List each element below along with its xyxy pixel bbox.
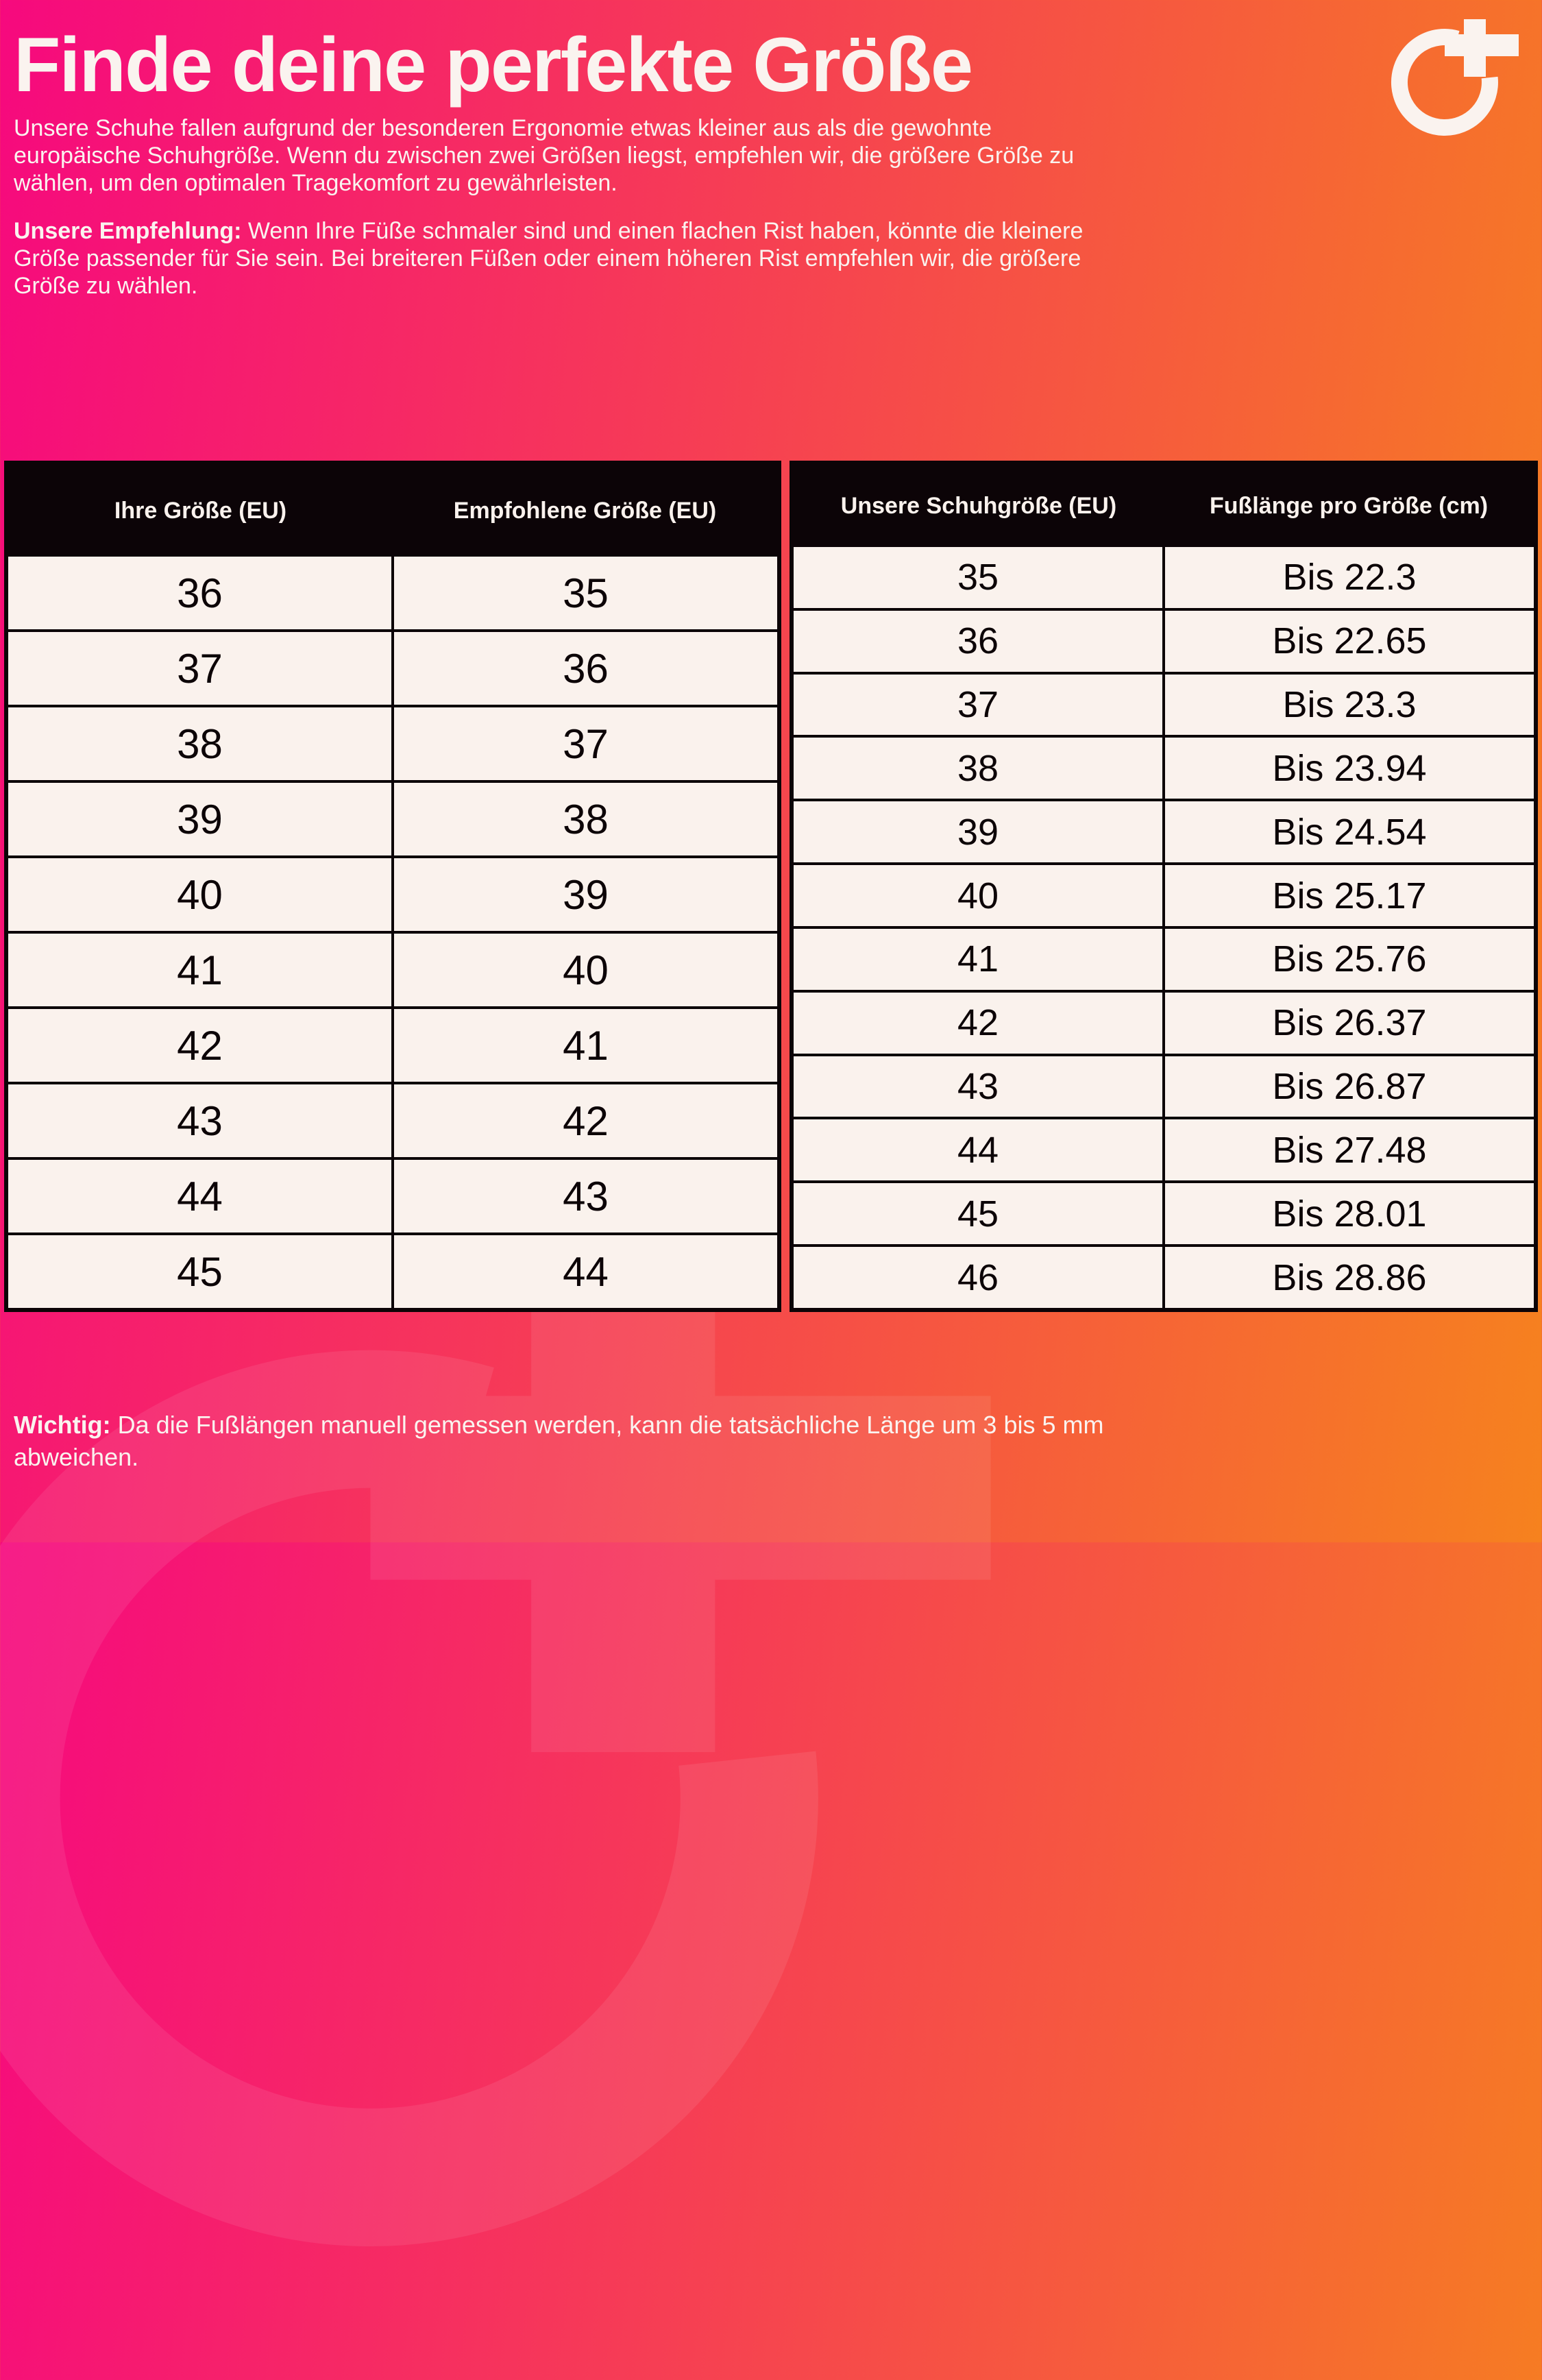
table-row: 42 41 — [8, 1006, 777, 1082]
table-cell: Bis 25.17 — [1162, 865, 1534, 926]
size-conversion-table: Ihre Größe (EU) Empfohlene Größe (EU) 36 35… — [4, 461, 781, 1312]
intro-paragraph: Unsere Schuhe fallen aufgrund der besond… — [14, 115, 1075, 196]
table-cell: 43 — [177, 1097, 223, 1144]
table-cell: Bis 25.76 — [1162, 928, 1534, 990]
table-row: 40 Bis 25.17 — [794, 862, 1534, 926]
table-row: 40 39 — [8, 855, 777, 931]
table-row: 39 Bis 24.54 — [794, 799, 1534, 863]
table-cell: 38 — [391, 783, 777, 855]
table-cell: 41 — [957, 938, 999, 980]
table-cell: 40 — [391, 934, 777, 1006]
table-cell: 42 — [177, 1022, 223, 1069]
table-row: 37 Bis 23.3 — [794, 671, 1534, 736]
table-cell: Bis 27.48 — [1162, 1119, 1534, 1181]
foot-length-table: Unsere Schuhgröße (EU) Fußlänge pro Größe… — [790, 461, 1538, 1312]
table-row: 38 37 — [8, 705, 777, 780]
table-row: 46 Bis 28.86 — [794, 1244, 1534, 1308]
table-cell: 43 — [957, 1066, 999, 1108]
table-row: 45 Bis 28.01 — [794, 1180, 1534, 1245]
footer-note: Wichtig: Da die Fußlängen manuell gemess… — [14, 1409, 1179, 1474]
table-row: 37 36 — [8, 629, 777, 705]
column-header: Fußlänge pro Größe (cm) — [1209, 492, 1489, 519]
table-row: 38 Bis 23.94 — [794, 735, 1534, 799]
table-row: 41 Bis 25.76 — [794, 925, 1534, 990]
table-cell: 39 — [391, 858, 777, 931]
table-cell: 39 — [177, 796, 223, 842]
table-cell: Bis 26.37 — [1162, 992, 1534, 1054]
table-cell: 35 — [957, 557, 999, 598]
table-cell: 41 — [391, 1009, 777, 1082]
table-row: 39 38 — [8, 780, 777, 855]
table-cell: Bis 28.86 — [1162, 1247, 1534, 1308]
table-body: 35 Bis 22.3 36 Bis 22.65 37 Bis 23.3 38 Bis 23.… — [794, 547, 1534, 1308]
table-cell: Bis 22.3 — [1162, 547, 1534, 608]
recommendation-paragraph: Unsere Empfehlung: Wenn Ihre Füße schmal… — [14, 218, 1090, 300]
table-cell: 41 — [177, 947, 223, 993]
table-cell: Bis 28.01 — [1162, 1183, 1534, 1245]
page-title: Finde deine perfekte Größe — [14, 22, 973, 108]
table-row: 41 40 — [8, 931, 777, 1006]
recommendation-text: Wenn Ihre Füße schmaler sind und einen f… — [14, 218, 1084, 299]
table-cell: 44 — [177, 1173, 223, 1219]
table-row: 45 44 — [8, 1232, 777, 1308]
table-row: 43 42 — [8, 1082, 777, 1157]
table-row: 43 Bis 26.87 — [794, 1053, 1534, 1117]
table-cell: 42 — [957, 1002, 999, 1044]
column-header: Ihre Größe (EU) — [114, 497, 287, 524]
table-cell: 37 — [391, 707, 777, 780]
table-body: 36 35 37 36 38 37 39 38 40 39 41 40 42 41 43 42 44 43 45 44 — [8, 557, 777, 1308]
table-row: 44 Bis 27.48 — [794, 1117, 1534, 1181]
table-cell: 44 — [391, 1235, 777, 1308]
footer-note-text: Da die Fußlängen manuell gemessen werden… — [14, 1411, 1104, 1471]
table-header-row: Ihre Größe (EU) Empfohlene Größe (EU) — [8, 465, 777, 557]
table-cell: 36 — [177, 570, 223, 616]
table-cell: Bis 22.65 — [1162, 610, 1534, 672]
table-cell: 36 — [957, 620, 999, 662]
table-cell: 38 — [957, 747, 999, 789]
column-header: Unsere Schuhgröße (EU) — [840, 492, 1117, 519]
table-cell: 42 — [391, 1084, 777, 1157]
table-cell: Bis 23.94 — [1162, 738, 1534, 799]
recommendation-label: Unsere Empfehlung: — [14, 218, 242, 244]
column-header: Empfohlene Größe (EU) — [453, 497, 717, 524]
table-cell: 40 — [177, 871, 223, 918]
table-cell: 38 — [177, 720, 223, 767]
table-cell: Bis 23.3 — [1162, 674, 1534, 736]
table-cell: 43 — [391, 1160, 777, 1232]
table-cell: 37 — [957, 684, 999, 726]
table-cell: 40 — [957, 875, 999, 916]
table-row: 36 Bis 22.65 — [794, 607, 1534, 672]
table-cell: 37 — [177, 645, 223, 692]
table-cell: 35 — [391, 557, 777, 629]
table-cell: 46 — [957, 1256, 999, 1298]
o-plus-logo-icon — [1391, 19, 1519, 136]
footer-note-label: Wichtig: — [14, 1411, 111, 1439]
table-row: 35 Bis 22.3 — [794, 547, 1534, 608]
table-cell: Bis 24.54 — [1162, 801, 1534, 863]
size-tables: Ihre Größe (EU) Empfohlene Größe (EU) 36 35… — [4, 461, 1538, 1312]
table-cell: Bis 26.87 — [1162, 1056, 1534, 1117]
table-row: 36 35 — [8, 557, 777, 629]
table-cell: 44 — [957, 1129, 999, 1171]
table-header-row: Unsere Schuhgröße (EU) Fußlänge pro Größe… — [794, 465, 1534, 547]
table-row: 44 43 — [8, 1157, 777, 1232]
table-cell: 36 — [391, 632, 777, 705]
table-cell: 45 — [957, 1193, 999, 1235]
table-cell: 45 — [177, 1248, 223, 1295]
table-cell: 39 — [957, 811, 999, 853]
table-row: 42 Bis 26.37 — [794, 989, 1534, 1054]
